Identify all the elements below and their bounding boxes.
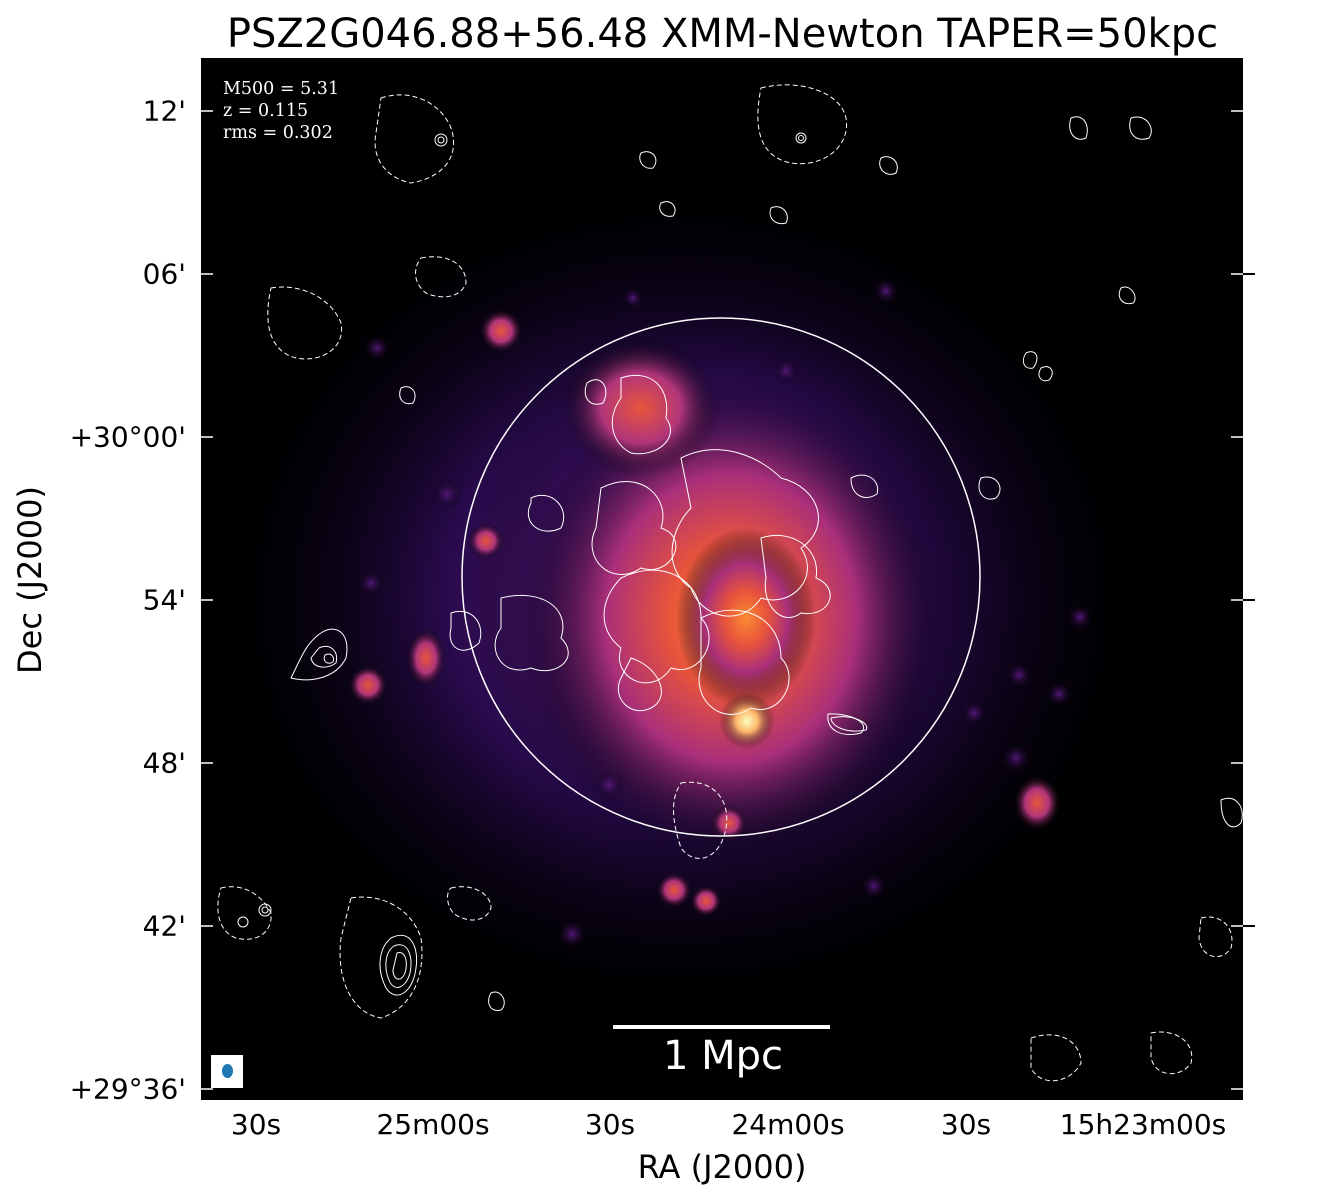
- y-tick-label: +29°36': [69, 1072, 186, 1106]
- y-tick-label: 12': [142, 94, 186, 128]
- x-tick-label: 15h23m00s: [1059, 1108, 1227, 1141]
- radio-contours: [237, 116, 1243, 1012]
- m500-label: M500 = 5.31: [223, 79, 340, 99]
- negative-contours: [217, 84, 1233, 1082]
- cluster-info: M500 = 5.31 z = 0.115 rms = 0.302: [223, 78, 339, 144]
- y-tick-label: 06': [142, 257, 186, 291]
- r500-circle: [461, 317, 981, 837]
- y-tick-label: 54': [142, 583, 186, 617]
- point-source: [719, 693, 775, 749]
- cluster-image-panel: M500 = 5.31 z = 0.115 rms = 0.302 1 Mpc: [201, 58, 1243, 1100]
- figure-title: PSZ2G046.88+56.48 XMM-Newton TAPER=50kpc: [226, 11, 1219, 57]
- x-tick-label: 24m00s: [731, 1108, 845, 1141]
- inner-ticks: [201, 110, 1243, 1090]
- y-tick-label: +30°00': [69, 420, 186, 454]
- x-tick-label: 30s: [584, 1108, 636, 1141]
- x-tick-label: 30s: [940, 1108, 992, 1141]
- y-tick-label: 48': [142, 746, 186, 780]
- redshift-label: z = 0.115: [223, 101, 309, 121]
- y-tick-label: 42': [142, 909, 186, 943]
- scale-bar-label: 1 Mpc: [662, 1033, 784, 1079]
- beam-box: [211, 1055, 243, 1088]
- x-tick-label: 25m00s: [376, 1108, 490, 1141]
- x-axis-label: RA (J2000): [637, 1148, 807, 1186]
- x-tick-label: 30s: [230, 1108, 282, 1141]
- beam-ellipse: [222, 1064, 233, 1078]
- xray-emission-map: [201, 84, 1243, 1090]
- rms-label: rms = 0.302: [223, 123, 333, 143]
